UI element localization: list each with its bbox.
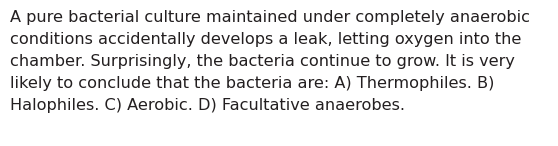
Text: A pure bacterial culture maintained under completely anaerobic
conditions accide: A pure bacterial culture maintained unde… (10, 10, 530, 113)
